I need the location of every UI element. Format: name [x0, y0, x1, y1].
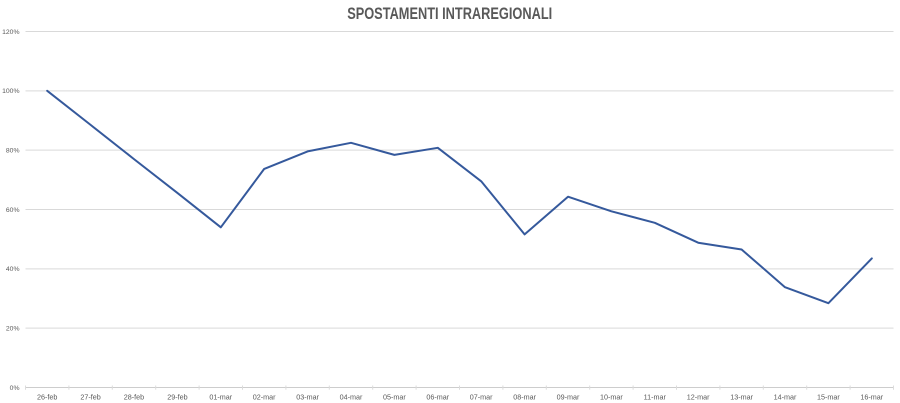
svg-text:26-feb: 26-feb — [37, 393, 57, 402]
svg-text:04-mar: 04-mar — [340, 393, 363, 402]
svg-text:120%: 120% — [2, 29, 19, 36]
svg-text:100%: 100% — [2, 88, 19, 95]
svg-text:80%: 80% — [6, 148, 20, 155]
svg-text:13-mar: 13-mar — [730, 393, 753, 402]
svg-text:40%: 40% — [6, 266, 20, 273]
svg-text:05-mar: 05-mar — [383, 393, 406, 402]
svg-text:27-feb: 27-feb — [80, 393, 100, 402]
svg-text:20%: 20% — [6, 326, 20, 333]
svg-text:01-mar: 01-mar — [209, 393, 232, 402]
svg-text:28-feb: 28-feb — [124, 393, 144, 402]
svg-text:07-mar: 07-mar — [470, 393, 493, 402]
svg-text:09-mar: 09-mar — [557, 393, 580, 402]
svg-text:08-mar: 08-mar — [513, 393, 536, 402]
svg-text:15-mar: 15-mar — [817, 393, 840, 402]
svg-text:16-mar: 16-mar — [860, 393, 883, 402]
svg-text:0%: 0% — [10, 385, 20, 392]
svg-text:29-feb: 29-feb — [167, 393, 187, 402]
svg-text:SPOSTAMENTI INTRAREGIONALI: SPOSTAMENTI INTRAREGIONALI — [347, 5, 552, 23]
svg-text:10-mar: 10-mar — [600, 393, 623, 402]
svg-text:06-mar: 06-mar — [426, 393, 449, 402]
svg-text:02-mar: 02-mar — [253, 393, 276, 402]
svg-text:14-mar: 14-mar — [774, 393, 797, 402]
svg-text:12-mar: 12-mar — [687, 393, 710, 402]
svg-text:11-mar: 11-mar — [644, 393, 667, 402]
svg-text:60%: 60% — [6, 207, 20, 214]
svg-text:03-mar: 03-mar — [296, 393, 319, 402]
